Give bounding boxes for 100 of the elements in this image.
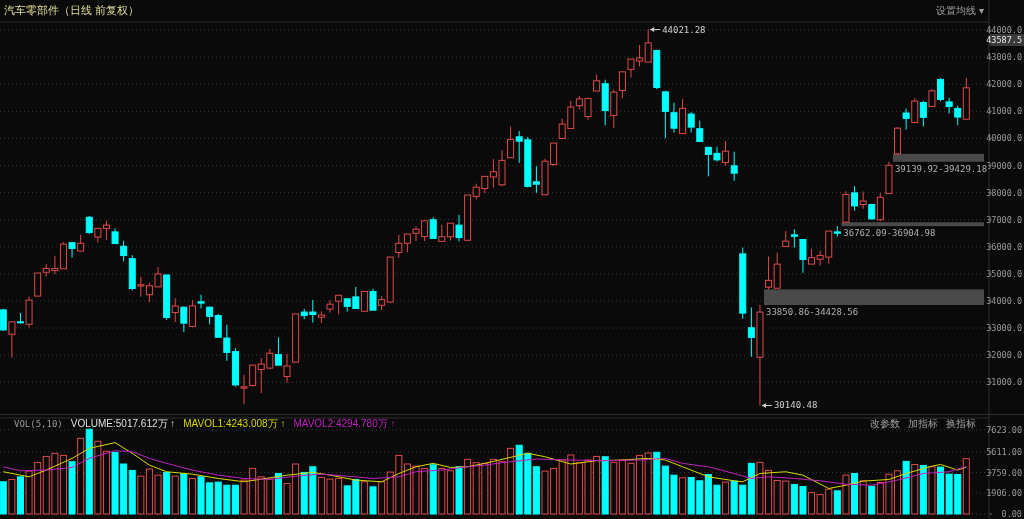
- y-tick-label: 39000.0: [986, 160, 1022, 171]
- y-tick-label: 5611.00: [986, 447, 1022, 458]
- candlestick: [249, 364, 257, 388]
- bar: [679, 477, 687, 515]
- candlestick: [945, 97, 953, 115]
- bar: [369, 486, 377, 515]
- bar: [464, 458, 472, 515]
- bar: [180, 473, 188, 515]
- candlestick: [68, 241, 76, 259]
- bar: [85, 428, 93, 515]
- chart-title: 汽车零部件（日线 前复权）: [4, 4, 139, 16]
- y-tick-label: 38000.0: [986, 187, 1022, 198]
- bar: [962, 458, 970, 515]
- candlestick: [954, 105, 962, 126]
- band-label: 36762.09-36904.98: [843, 228, 936, 239]
- band-label: 33850.86-34428.56: [765, 307, 859, 317]
- band-label: 39139.92-39429.18: [894, 163, 988, 174]
- candlestick: [799, 238, 807, 274]
- candlestick: [240, 374, 248, 405]
- y-tick-label: 42000.0: [986, 79, 1022, 90]
- bar: [8, 478, 16, 515]
- bar: [722, 481, 730, 515]
- bar: [446, 470, 454, 515]
- candlestick: [180, 305, 188, 333]
- bar: [231, 484, 239, 515]
- bar: [644, 452, 652, 515]
- candlestick: [696, 120, 704, 142]
- bar: [868, 485, 876, 515]
- annotation: 加指标: [908, 418, 938, 429]
- annotation: 44021.28: [662, 24, 706, 35]
- candlestick: [876, 192, 884, 222]
- candlestick: [902, 108, 910, 131]
- bar: [911, 463, 919, 515]
- bar: [429, 464, 437, 515]
- y-tick-label: 34000.0: [986, 295, 1022, 306]
- bar: [188, 477, 196, 515]
- candlestick: [283, 353, 291, 383]
- candlestick: [919, 100, 927, 128]
- y-tick-label: 35000.0: [986, 268, 1022, 279]
- candlestick: [197, 294, 205, 309]
- bar: [859, 480, 867, 515]
- y-tick-label: 31000.0: [986, 377, 1022, 388]
- candlestick: [395, 234, 403, 259]
- bar: [274, 473, 282, 515]
- bar: [360, 481, 368, 515]
- bar: [653, 451, 661, 515]
- candlestick: [507, 126, 515, 159]
- candlestick: [34, 272, 42, 297]
- candlestick: [532, 165, 540, 194]
- chart-title: VOL(5,10): [14, 419, 63, 429]
- candlestick: [274, 336, 282, 366]
- candlestick: [851, 185, 859, 211]
- line-series: [2, 450, 967, 486]
- candlestick: [937, 77, 945, 102]
- bar: [163, 471, 171, 515]
- annotation: 30140.48: [773, 400, 818, 411]
- candlestick: [429, 216, 437, 239]
- candlestick: [747, 306, 755, 358]
- candlestick: [369, 288, 377, 311]
- y-tick-label: 7623.00: [986, 424, 1022, 435]
- bar: [610, 461, 618, 515]
- bar: [455, 466, 463, 515]
- bar: [532, 466, 540, 515]
- candlestick: [859, 191, 867, 210]
- y-tick-label: 44000.0: [986, 25, 1022, 36]
- candlestick: [790, 228, 798, 249]
- bar: [601, 456, 609, 515]
- bar: [0, 481, 7, 515]
- bar: [833, 490, 841, 515]
- candlestick: [911, 97, 919, 123]
- bar: [902, 460, 910, 515]
- candlestick: [188, 299, 196, 328]
- annotation: 换指标: [946, 418, 976, 429]
- candlestick: [120, 240, 128, 262]
- y-tick-label: 43000.0: [986, 52, 1022, 63]
- y-tick-label: 32000.0: [986, 350, 1022, 361]
- y-tick-label: 36000.0: [986, 241, 1022, 252]
- bar: [68, 461, 76, 515]
- y-tick-label: 3759.00: [986, 467, 1022, 478]
- y-tick-label: 37000.0: [986, 214, 1022, 225]
- bar: [747, 462, 755, 515]
- candlestick: [455, 214, 463, 242]
- candlestick: [661, 90, 669, 139]
- candlestick: [687, 111, 695, 133]
- bar: [16, 476, 24, 515]
- candlestick: [610, 89, 618, 129]
- bar: [171, 475, 179, 515]
- bar: [438, 467, 446, 515]
- candlestick: [171, 297, 179, 323]
- candlestick: [85, 215, 93, 235]
- bar: [378, 481, 386, 515]
- bar: [851, 473, 859, 515]
- y-tick-label: 40000.0: [986, 133, 1022, 144]
- bar: [842, 474, 850, 515]
- candlestick: [618, 71, 626, 99]
- text: 43587.5: [986, 35, 1022, 45]
- annotation: 改参数: [870, 418, 900, 429]
- candlestick: [326, 299, 334, 314]
- bar: [77, 437, 85, 515]
- line-series: [2, 442, 967, 490]
